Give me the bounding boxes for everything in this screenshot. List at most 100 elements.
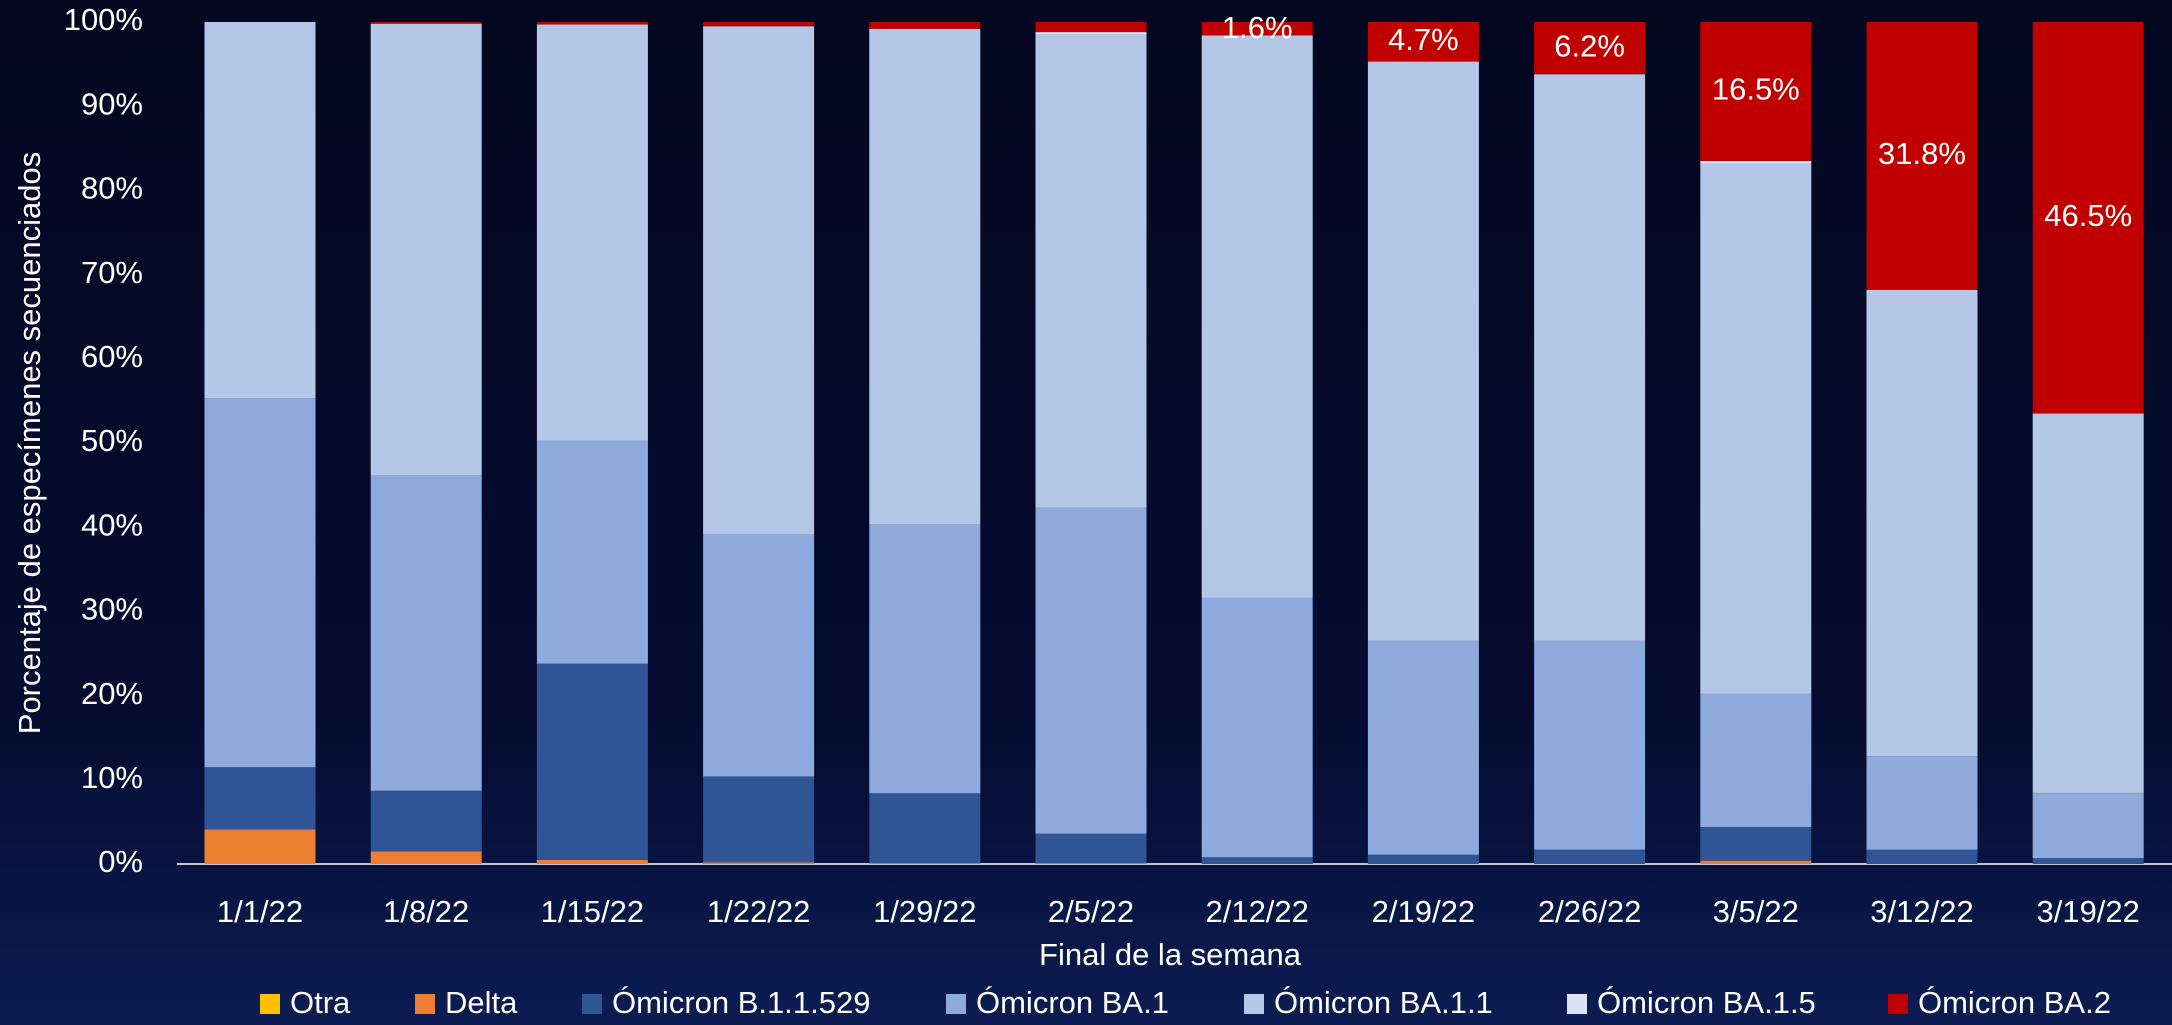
value-label: 1.6% [1222, 10, 1293, 45]
bar-segment [869, 863, 981, 864]
x-tick-label: 3/12/22 [1870, 894, 1973, 929]
value-label: 4.7% [1388, 22, 1459, 57]
bar-segment [370, 790, 482, 852]
bar-segment [370, 474, 482, 791]
y-tick-label: 40% [81, 507, 143, 542]
bar-segment [536, 24, 648, 441]
bar-segment [1534, 22, 1646, 75]
y-tick-label: 50% [81, 423, 143, 458]
y-tick-label: 70% [81, 255, 143, 290]
bar-segment [1367, 640, 1479, 855]
x-tick-label: 3/5/22 [1713, 894, 1799, 929]
bar-segment [1201, 597, 1313, 858]
legend-label: Ómicron BA.2 [1918, 985, 2111, 1020]
bar-segment [1866, 22, 1978, 290]
bar-segment [536, 663, 648, 860]
bar-segment [1700, 860, 1812, 864]
bar-segment [1534, 640, 1646, 850]
legend-label: Ómicron BA.1 [976, 985, 1169, 1020]
bar-segment [1866, 849, 1978, 864]
bar-segment [2032, 22, 2144, 414]
bar-segment [2032, 858, 2144, 864]
x-tick-label: 1/29/22 [873, 894, 976, 929]
y-axis-title: Porcentaje de especímenes secuenciados [12, 152, 47, 734]
bar-segment [703, 26, 815, 535]
legend-label: Otra [290, 985, 351, 1020]
bar-segment [204, 398, 316, 768]
x-tick-label: 2/12/22 [1205, 894, 1308, 929]
legend-swatch [415, 994, 435, 1014]
legend-swatch [582, 994, 602, 1014]
bar-segment [1700, 693, 1812, 827]
x-tick-label: 1/8/22 [383, 894, 469, 929]
bar-segment [370, 22, 482, 24]
bar-segment [1201, 35, 1313, 598]
bar-segment [536, 22, 648, 25]
bar-segment [703, 776, 815, 863]
bar-segment [1035, 34, 1147, 508]
value-label: 31.8% [1878, 136, 1966, 171]
bar-segment [536, 440, 648, 664]
x-tick-label: 2/26/22 [1538, 894, 1641, 929]
legend-label: Ómicron BA.1.1 [1274, 985, 1493, 1020]
x-tick-label: 3/19/22 [2036, 894, 2139, 929]
value-label: 46.5% [2044, 198, 2132, 233]
bar-segment [1201, 22, 1313, 36]
x-tick-label: 2/5/22 [1048, 894, 1134, 929]
bar-segment [1534, 849, 1646, 864]
bar-segment [204, 767, 316, 830]
legend-swatch [1888, 994, 1908, 1014]
legend-swatch [1567, 994, 1587, 1014]
bar-segment [869, 524, 981, 794]
x-axis-title: Final de la semana [1039, 937, 1302, 972]
bar-segment [703, 862, 815, 864]
y-tick-label: 20% [81, 676, 143, 711]
bar-segment [1035, 507, 1147, 834]
bar-segment [869, 793, 981, 864]
bar-segment [1700, 163, 1812, 694]
x-tick-label: 1/22/22 [707, 894, 810, 929]
legend-swatch [260, 994, 280, 1014]
bar-segment [204, 829, 316, 864]
bar-segment [1201, 857, 1313, 864]
y-tick-label: 10% [81, 760, 143, 795]
x-tick-label: 1/1/22 [217, 894, 303, 929]
legend-swatch [946, 994, 966, 1014]
bar-segment [2032, 793, 2144, 859]
bar-segment [1367, 61, 1479, 641]
value-label: 16.5% [1712, 72, 1800, 107]
bar-segment [1534, 74, 1646, 641]
x-tick-label: 2/19/22 [1372, 894, 1475, 929]
y-tick-label: 60% [81, 339, 143, 374]
x-tick-label: 1/15/22 [541, 894, 644, 929]
y-tick-label: 100% [64, 2, 143, 37]
bar-segment [1367, 854, 1479, 864]
bar-segment [1700, 22, 1812, 161]
bar-segment [1367, 22, 1479, 62]
y-tick-label: 90% [81, 86, 143, 121]
legend-label: Ómicron BA.1.5 [1597, 985, 1816, 1020]
value-label: 6.2% [1554, 28, 1625, 63]
bar-segment [1700, 826, 1812, 861]
bar-segment [869, 28, 981, 525]
bar-segment [1035, 863, 1147, 864]
bar-segment [370, 851, 482, 864]
bar-segment [1866, 289, 1978, 757]
bar-segment [2032, 413, 2144, 794]
bar-segment [1035, 32, 1147, 35]
bar-segment [204, 22, 316, 399]
bar-segment [1866, 756, 1978, 850]
bar-segment [869, 22, 981, 29]
bar-segment [1700, 160, 1812, 164]
bar-segment [370, 23, 482, 475]
legend-label: Ómicron B.1.1.529 [612, 985, 870, 1020]
bar-segment [1035, 833, 1147, 864]
bar-segment [536, 859, 648, 864]
bar-segment [703, 22, 815, 27]
legend-swatch [1244, 994, 1264, 1014]
bar-segment [1035, 22, 1147, 33]
bar-segment [703, 534, 815, 777]
legend-label: Delta [445, 985, 518, 1020]
